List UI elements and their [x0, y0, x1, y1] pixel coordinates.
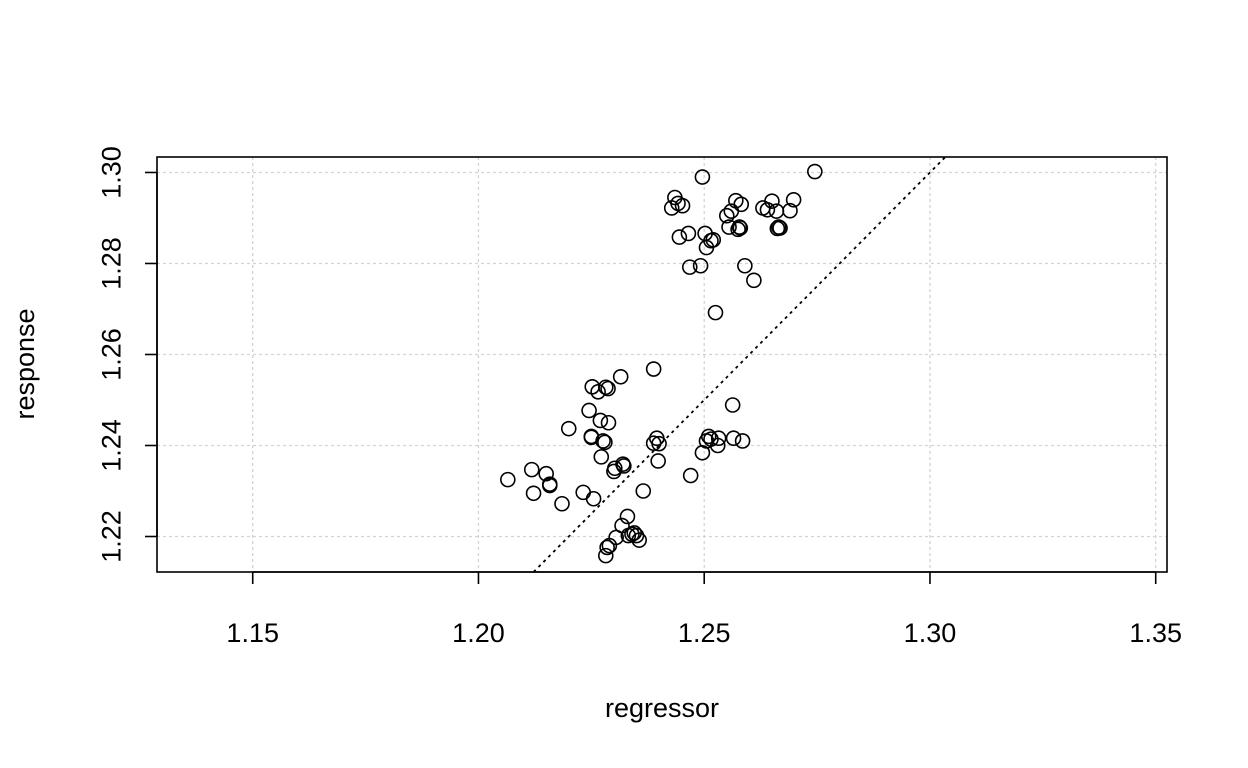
y-tick-label: 1.26	[96, 328, 126, 381]
data-point	[542, 477, 558, 494]
data-point	[554, 495, 570, 512]
data-point	[645, 361, 662, 377]
data-point	[593, 449, 610, 465]
data-point	[731, 219, 748, 235]
data-point	[692, 257, 709, 274]
data-point	[730, 221, 746, 238]
x-axis: 1.15 1.20 1.25 1.30 1.35	[226, 571, 1182, 648]
y-tick-label: 1.30	[96, 146, 126, 199]
data-point	[583, 429, 600, 446]
data-point	[759, 201, 776, 218]
data-point	[721, 219, 737, 235]
data-point	[619, 508, 636, 525]
data-point	[585, 490, 602, 507]
data-point	[785, 191, 802, 208]
data-point	[682, 467, 699, 484]
data-point	[635, 483, 652, 499]
data-point	[772, 220, 788, 236]
data-point	[681, 259, 698, 275]
x-tick-label: 1.30	[904, 618, 957, 648]
data-point	[707, 304, 724, 321]
data-point	[724, 397, 741, 413]
data-point	[612, 368, 629, 385]
data-point	[597, 434, 613, 451]
y-tick-label: 1.28	[96, 237, 126, 290]
data-point	[599, 539, 615, 556]
data-point	[523, 461, 540, 478]
data-point	[560, 420, 577, 437]
grid-lines	[157, 157, 1167, 572]
data-point	[710, 430, 727, 447]
data-point	[607, 460, 623, 477]
data-point	[597, 379, 614, 396]
y-tick-label: 1.24	[96, 419, 126, 472]
data-point	[764, 193, 780, 209]
data-point	[651, 435, 667, 452]
data-point	[709, 437, 726, 454]
data-point	[671, 229, 688, 245]
y-axis: 1.22 1.24 1.26 1.28 1.30	[96, 146, 158, 563]
data-point	[718, 207, 735, 224]
x-tick-label: 1.25	[678, 618, 731, 648]
data-point	[700, 428, 717, 445]
data-point	[500, 471, 516, 488]
data-point	[782, 202, 798, 219]
x-tick-label: 1.15	[226, 618, 279, 648]
data-point	[616, 458, 632, 474]
data-point	[600, 380, 616, 397]
data-point	[733, 196, 750, 213]
data-point	[674, 197, 691, 214]
data-point	[592, 412, 609, 429]
data-point	[734, 433, 751, 449]
data-point	[597, 547, 614, 564]
data-point	[538, 465, 554, 482]
data-point	[725, 430, 742, 447]
x-tick-label: 1.35	[1129, 618, 1182, 648]
data-point	[581, 402, 597, 419]
data-point	[737, 257, 753, 274]
x-tick-label: 1.20	[452, 618, 505, 648]
y-tick-label: 1.22	[96, 510, 126, 563]
data-point	[746, 272, 762, 289]
data-point	[694, 169, 711, 185]
data-point	[650, 453, 666, 469]
x-axis-label: regressor	[605, 693, 719, 723]
data-point	[705, 232, 722, 248]
data-point	[600, 414, 617, 431]
data-point	[631, 532, 647, 548]
data-point	[807, 163, 823, 180]
data-point	[595, 433, 611, 449]
data-point	[590, 384, 606, 400]
data-point	[680, 225, 697, 242]
data-point	[525, 485, 542, 502]
data-points	[500, 163, 823, 564]
y-axis-label: response	[10, 308, 40, 419]
data-point	[732, 220, 749, 236]
